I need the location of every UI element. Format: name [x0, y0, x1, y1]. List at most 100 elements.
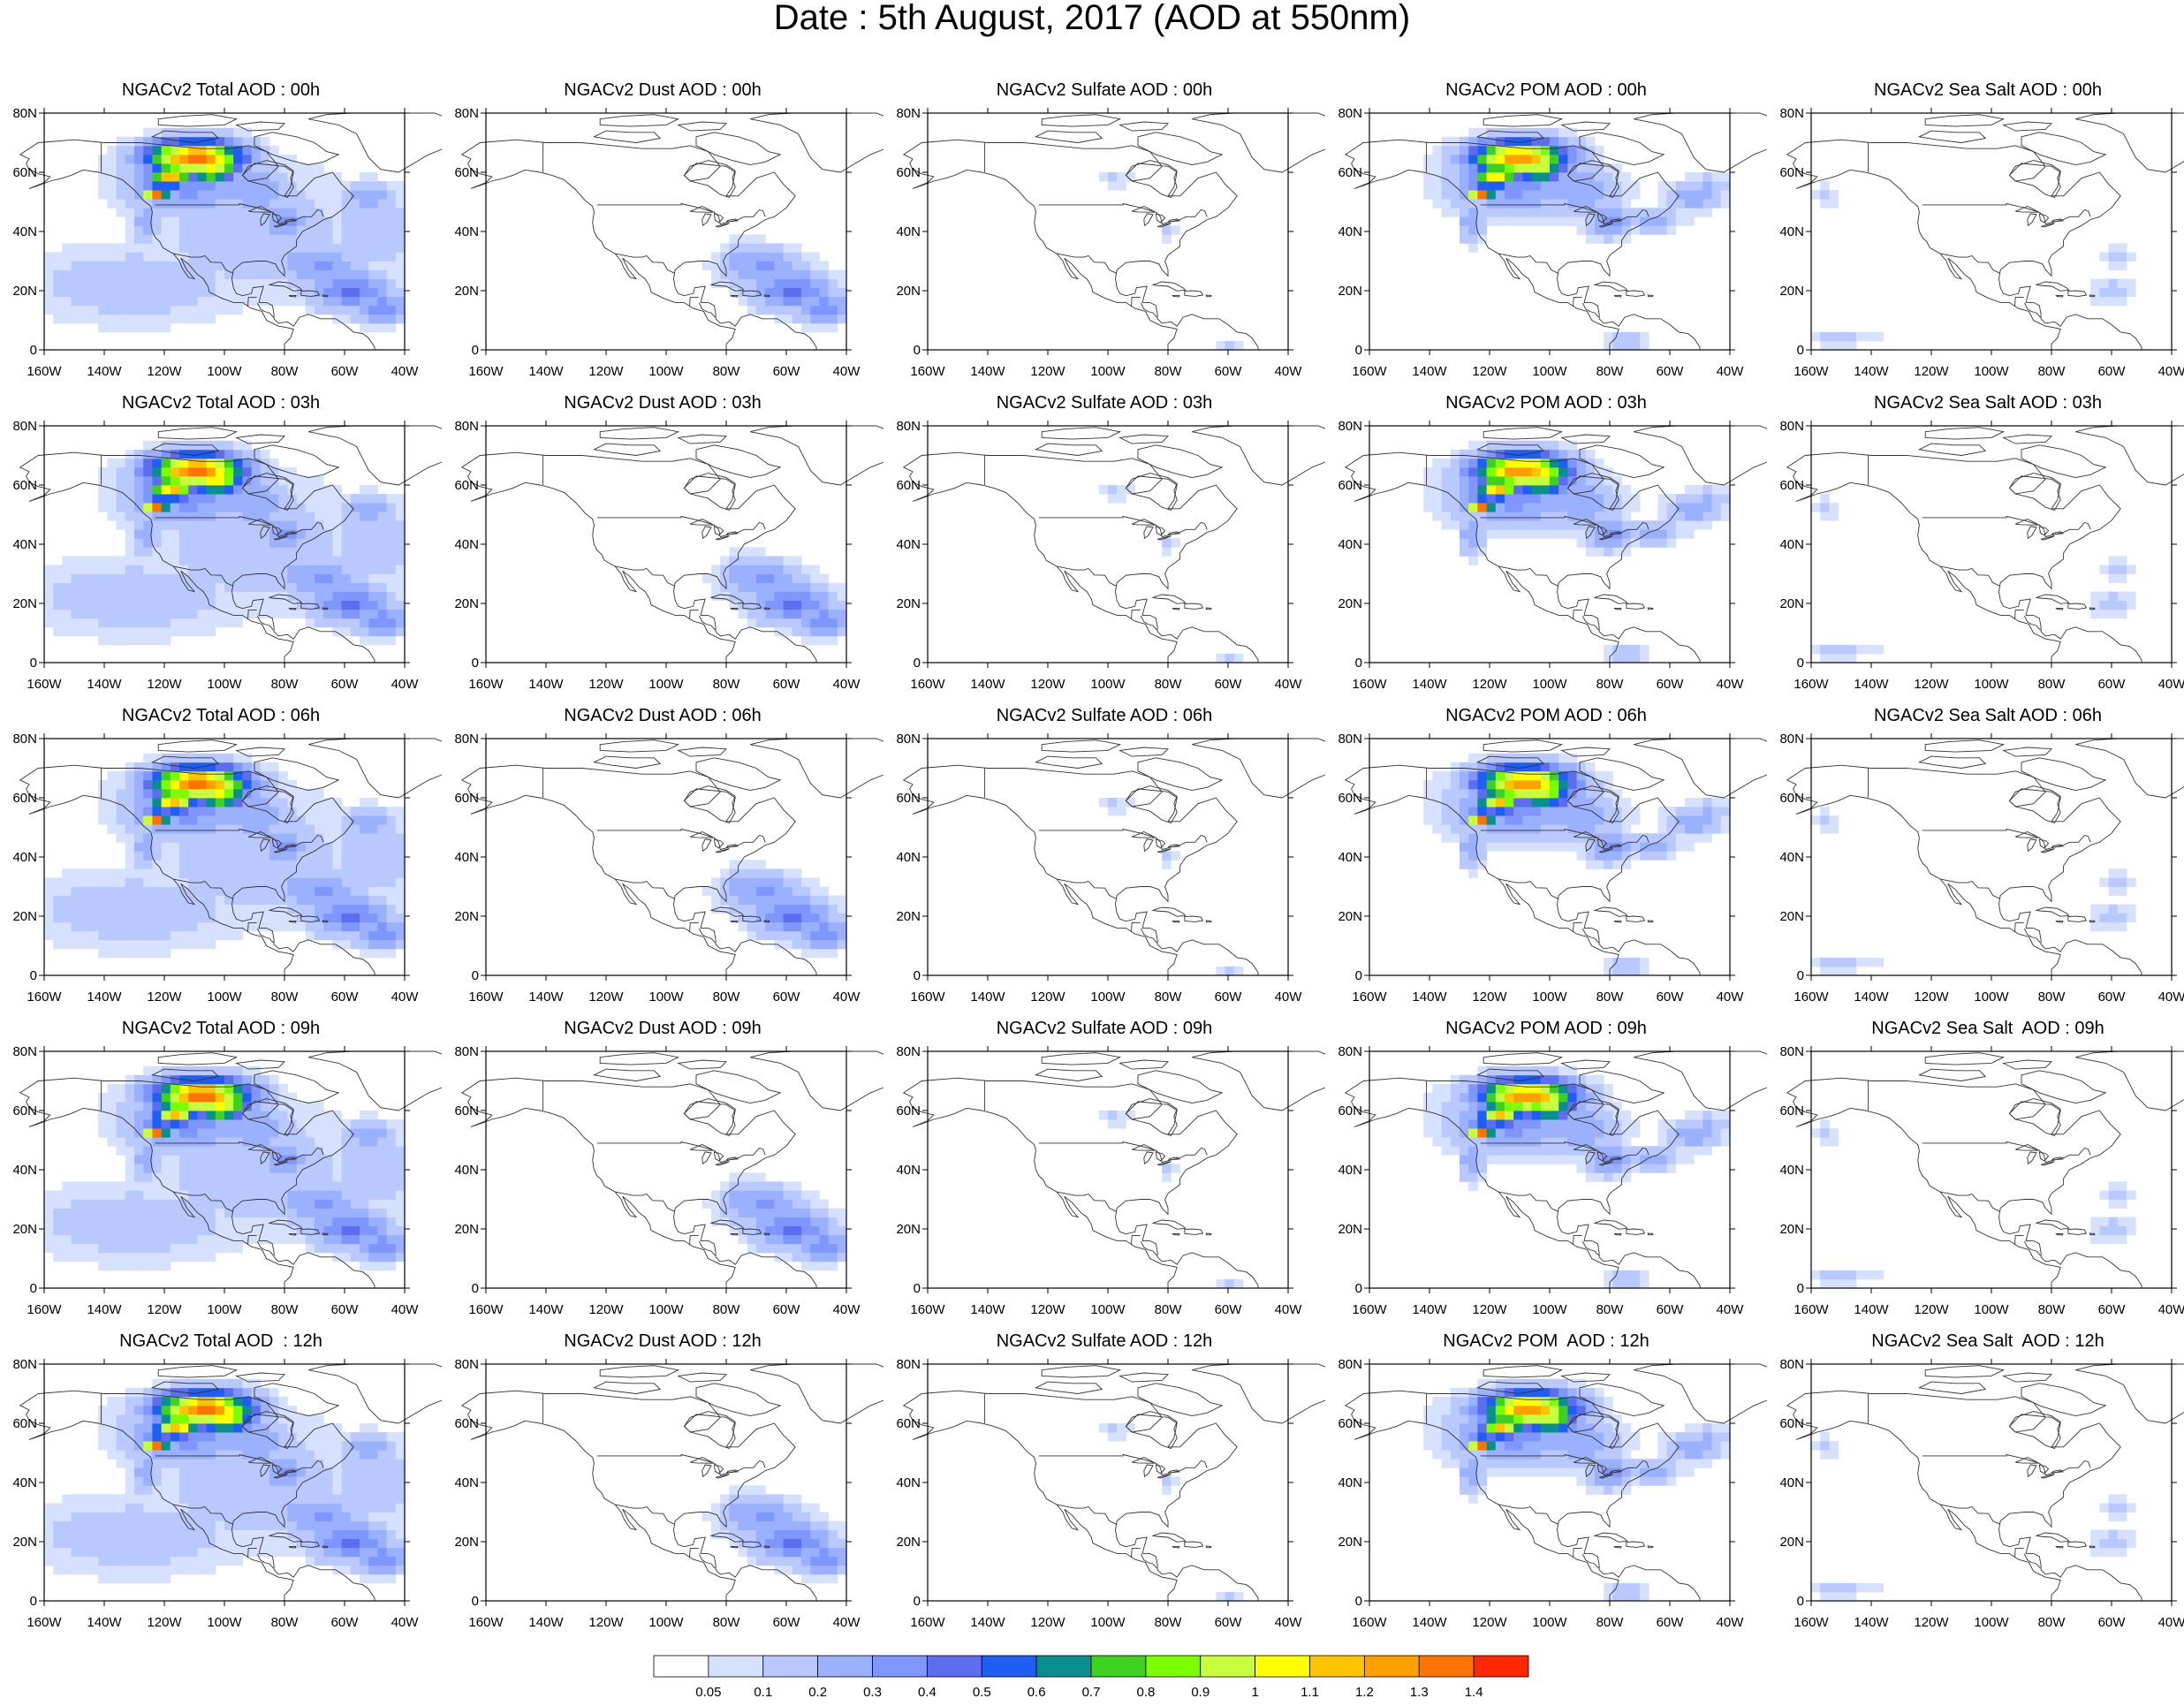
aod-cell — [368, 877, 378, 886]
aod-cell — [143, 1235, 153, 1244]
aod-cell — [53, 1209, 63, 1217]
aod-cell — [1550, 181, 1559, 190]
aod-cell — [134, 306, 144, 315]
aod-cell — [233, 297, 243, 306]
aod-cell — [216, 1209, 225, 1217]
aod-cell — [1460, 860, 1469, 868]
x-tick-label: 60W — [1215, 364, 1243, 379]
aod-cell — [297, 262, 307, 270]
aod-cell — [224, 199, 234, 208]
aod-cell — [819, 931, 829, 940]
aod-cell — [332, 905, 342, 914]
aod-cell — [125, 1200, 135, 1209]
aod-cell — [1108, 494, 1118, 503]
aod-cell — [125, 467, 135, 476]
aod-cell — [242, 1128, 252, 1137]
aod-cell — [360, 565, 369, 573]
aod-cell — [117, 1235, 126, 1244]
aod-cell — [1829, 645, 1839, 654]
aod-cell — [216, 1155, 225, 1164]
aod-cell — [1586, 190, 1596, 199]
aod-cell — [1612, 341, 1622, 350]
aod-cell — [306, 216, 315, 225]
aod-cell — [152, 315, 162, 323]
aod-cell — [62, 1190, 72, 1199]
aod-cell — [117, 1146, 126, 1155]
aod-cell — [784, 279, 793, 288]
aod-cell — [72, 297, 81, 306]
aod-cell — [351, 592, 360, 601]
aod-cell — [1487, 199, 1497, 208]
aod-cell — [387, 905, 397, 914]
aod-cell — [1631, 341, 1641, 350]
aod-cell — [261, 610, 270, 618]
aod-cell — [125, 1164, 135, 1172]
aod-cell — [53, 914, 63, 922]
aod-cell — [117, 476, 126, 485]
aod-cell — [179, 1226, 189, 1235]
aod-cell — [143, 306, 153, 315]
aod-cell — [125, 636, 135, 645]
aod-cell — [1541, 754, 1551, 762]
aod-cell — [387, 234, 397, 243]
aod-cell — [838, 610, 847, 618]
y-tick-label: 40N — [896, 537, 921, 552]
aod-cell — [1423, 155, 1433, 163]
aod-cell — [360, 288, 369, 297]
aod-cell — [98, 163, 108, 172]
aod-cell — [360, 1128, 369, 1137]
aod-cell — [801, 618, 811, 627]
y-tick-label: 20N — [1338, 284, 1362, 299]
aod-cell — [152, 565, 162, 573]
aod-cell — [53, 306, 63, 315]
aod-cell — [756, 905, 766, 914]
aod-cell — [98, 252, 108, 261]
aod-cell — [44, 610, 54, 618]
aod-cell — [72, 601, 81, 610]
aod-cell — [1505, 208, 1514, 216]
aod-cell — [117, 833, 126, 842]
aod-cell — [332, 851, 342, 860]
aod-cell — [351, 252, 360, 261]
aod-cell — [233, 476, 243, 485]
aod-cell — [269, 252, 279, 261]
aod-cell — [179, 503, 189, 512]
aod-cell — [387, 279, 397, 288]
aod-cell — [98, 243, 108, 252]
aod-cell — [179, 1128, 189, 1137]
aod-cell — [179, 199, 189, 208]
aod-cell — [44, 1209, 54, 1217]
aod-cell — [278, 494, 288, 503]
aod-cell — [1487, 216, 1497, 225]
aod-cell — [152, 208, 162, 216]
aod-cell — [1487, 824, 1497, 833]
aod-cell — [117, 780, 126, 789]
aod-cell — [1477, 520, 1487, 529]
aod-cell — [1558, 208, 1568, 216]
aod-cell — [80, 306, 90, 315]
aod-cell — [2118, 877, 2127, 886]
aod-cell — [134, 323, 144, 332]
aod-cell — [387, 538, 397, 547]
aod-cell — [162, 842, 171, 851]
aod-cell — [368, 636, 378, 645]
aod-cell — [89, 270, 99, 279]
y-tick-label: 60N — [1779, 478, 1804, 493]
aod-cell — [360, 243, 369, 252]
aod-cell — [829, 627, 838, 636]
aod-cell — [216, 1217, 225, 1226]
aod-cell — [1234, 967, 1244, 975]
aod-cell — [377, 868, 387, 877]
aod-cell — [98, 556, 108, 565]
aod-cell — [396, 868, 406, 877]
aod-cell — [801, 583, 811, 592]
aod-cell — [1558, 476, 1568, 485]
aod-cell — [233, 789, 243, 798]
aod-cell — [801, 592, 811, 601]
aod-cell — [306, 610, 315, 618]
aod-cell — [297, 842, 307, 851]
aod-cell — [207, 842, 216, 851]
aod-cell — [72, 887, 81, 896]
aod-cell — [2118, 262, 2127, 270]
